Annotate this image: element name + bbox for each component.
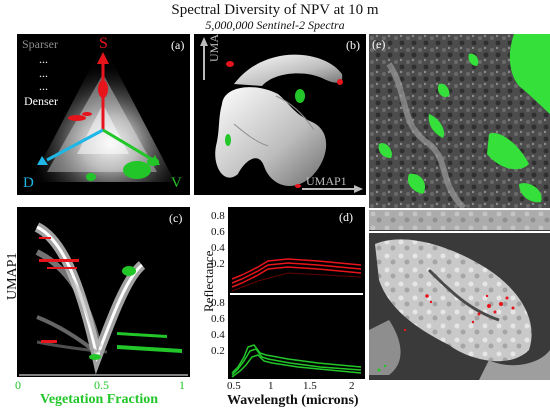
panel-d-label: (d) — [339, 210, 353, 224]
denser-label: Denser — [24, 94, 58, 108]
panel-c-umap-vs-veg: (c) — [17, 207, 190, 377]
panel-b-graphic — [200, 37, 363, 193]
panel-c-ylabel: UMAP1 — [5, 252, 20, 300]
panel-c-graphic — [19, 222, 188, 376]
umap2-axis-label: UMAP2 — [207, 34, 221, 62]
dots-1: ... — [39, 52, 48, 66]
panel-c-xtick-05: 0.5 — [94, 378, 109, 392]
satellite-image-top-graphic — [369, 34, 550, 208]
red-cluster — [68, 80, 108, 121]
vertex-s-label: S — [99, 35, 108, 52]
manifold-lower — [215, 87, 327, 187]
vertex-v-label: V — [171, 175, 182, 191]
panel-b-umap: UMAP2 UMAP1 (b) — [194, 34, 366, 195]
panel-c-xtick-0: 0 — [15, 378, 21, 392]
manifold-upper — [234, 54, 343, 86]
satellite-image-bottom — [369, 210, 550, 380]
satellite-image-bottom-graphic — [369, 210, 550, 380]
panel-a-graphic — [31, 44, 175, 182]
panel-d-ytick-08-bottom: 0.8 — [211, 297, 225, 309]
green-spectra — [231, 344, 362, 378]
panel-c-red-points — [39, 237, 79, 343]
panel-d-ytick-06-bottom: 0.6 — [211, 313, 225, 325]
arrow-v — [102, 128, 154, 162]
panel-d-ytick-04-top: 0.4 — [211, 242, 225, 254]
dots-2: ... — [39, 66, 48, 80]
panel-a-triangle-plot: Sparser ... ... ... Denser S D V (a) — [17, 34, 190, 195]
panel-d-xtick-1: 1 — [268, 380, 274, 392]
red-spectra — [231, 258, 362, 288]
panel-b-red-points — [226, 61, 343, 188]
panel-e-label: (e) — [372, 37, 386, 51]
panel-d-ytick-08-top: 0.8 — [211, 210, 225, 222]
panel-c-label: (c) — [169, 211, 183, 225]
panel-d-ytick-04-bottom: 0.4 — [211, 329, 225, 341]
umap1-axis-label: UMAP1 — [306, 174, 347, 188]
panel-d-xtick-05: 0.5 — [227, 380, 241, 392]
green-vegetation-overlay — [378, 34, 550, 203]
satellite-image-top: (e) — [369, 34, 550, 208]
panel-d-xtick-2: 2 — [349, 380, 355, 392]
panel-d-xlabel: Wavelength (microns) — [227, 393, 359, 408]
panel-b-label: (b) — [346, 38, 360, 52]
figure-subtitle: 5,000,000 Sentinel-2 Spectra — [205, 18, 345, 32]
panel-d-graphic — [230, 207, 363, 378]
green-cluster — [86, 158, 159, 181]
bright-npv-region — [375, 239, 532, 362]
figure-title: Spectral Diversity of NPV at 10 m — [171, 2, 379, 18]
panel-d-spectra: (d) — [228, 207, 365, 379]
panel-d-ytick-02-top: 0.2 — [211, 258, 225, 270]
green-points-bottom — [377, 364, 387, 372]
panel-c-xtick-1: 1 — [179, 378, 185, 392]
panel-d-xtick-15: 1.5 — [303, 380, 317, 392]
panel-d-ytick-02-bottom: 0.2 — [211, 345, 225, 357]
panel-b-green-points — [225, 89, 305, 146]
sparser-label: Sparser — [22, 37, 58, 51]
panel-a-label: (a) — [171, 38, 185, 52]
panel-c-green-points — [89, 266, 182, 360]
panel-c-xlabel: Vegetation Fraction — [40, 392, 159, 407]
dots-3: ... — [39, 79, 48, 93]
arrow-d — [46, 128, 104, 162]
panel-d-ytick-06-top: 0.6 — [211, 226, 225, 238]
vertex-d-label: D — [23, 175, 34, 191]
panel-d-ylabel: Reflectance — [201, 250, 216, 312]
red-npv-points — [403, 294, 515, 332]
